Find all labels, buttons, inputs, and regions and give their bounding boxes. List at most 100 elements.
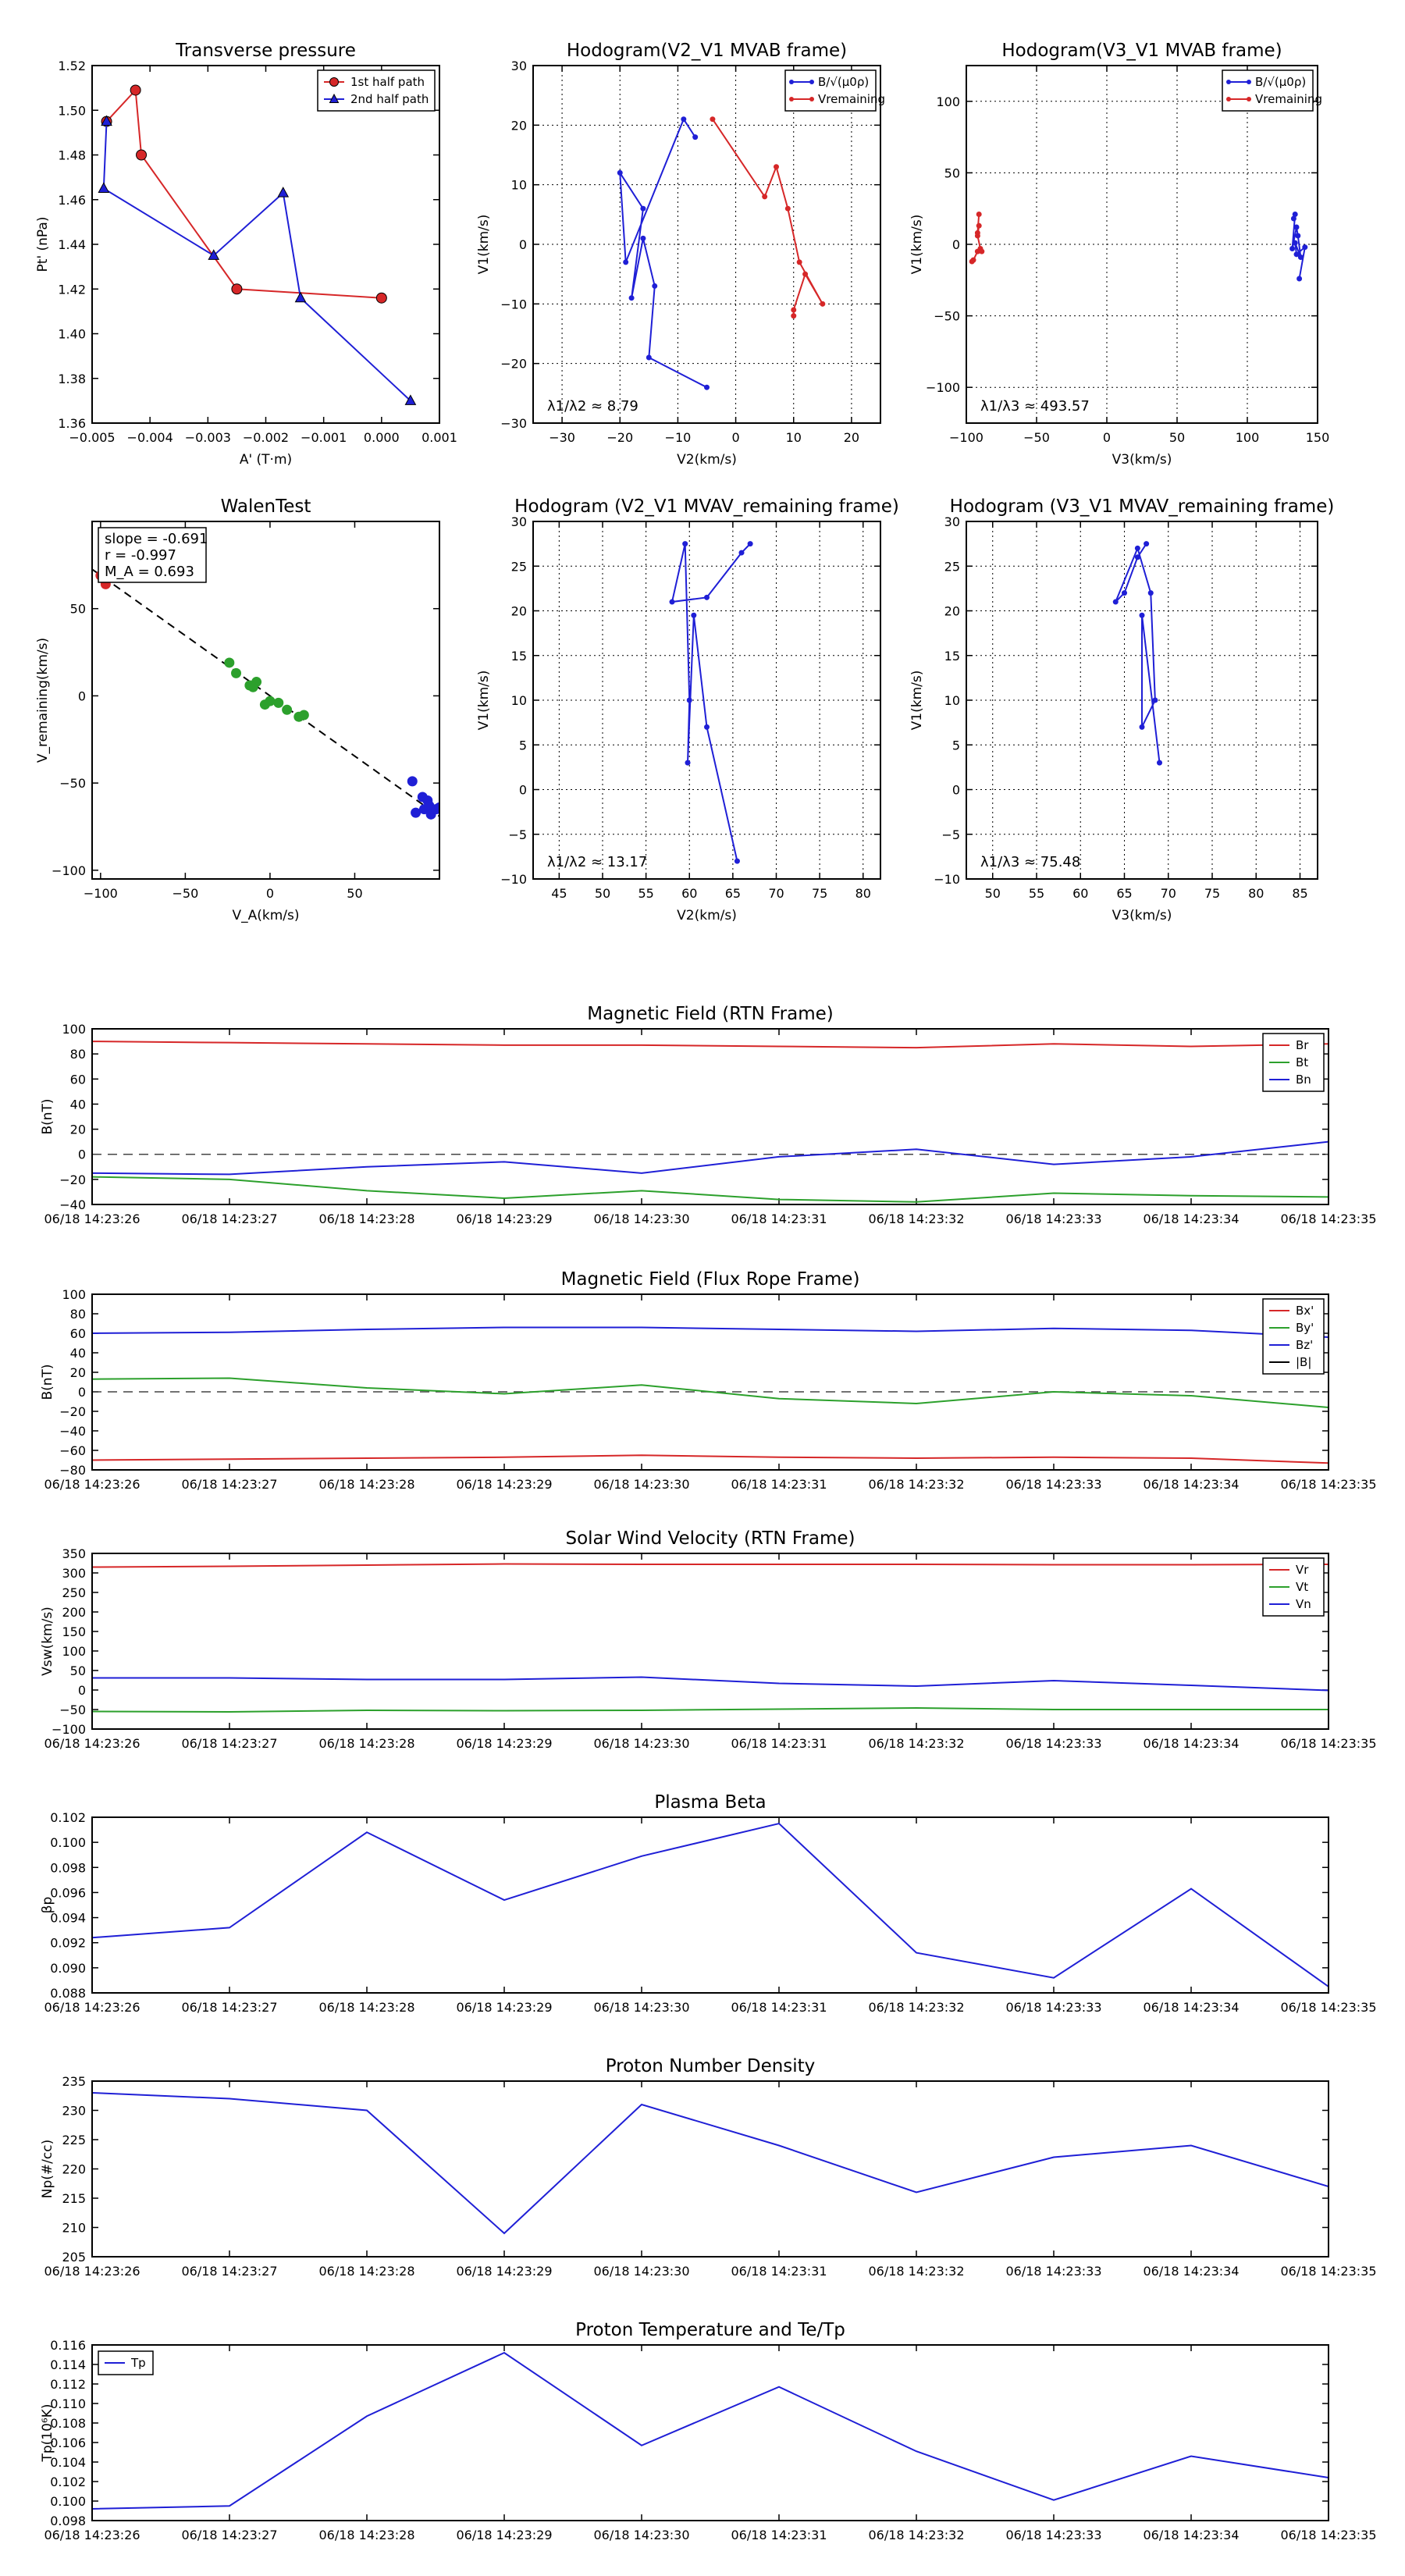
x-tick-label: 06/18 14:23:33 (1005, 2528, 1101, 2542)
y-tick-label: 30 (944, 514, 960, 529)
x-tick-label: 65 (725, 886, 741, 901)
series-green-point (273, 697, 284, 708)
series-blue-point (1112, 599, 1119, 605)
y-tick-label: 250 (62, 1585, 86, 1600)
series-blue-point (411, 807, 422, 818)
series-b-0--point (692, 134, 699, 141)
y-axis-label: V1(km/s) (909, 215, 925, 275)
series-1st-half-path-point (375, 292, 387, 304)
x-axis-label: A' (T·m) (240, 452, 292, 468)
legend-label: Bt (1296, 1055, 1308, 1069)
series-b-0--point (1302, 244, 1308, 251)
x-tick-label: 06/18 14:23:33 (1005, 1477, 1101, 1492)
x-tick-label: 06/18 14:23:31 (731, 2264, 827, 2279)
series-blue-point (704, 594, 710, 600)
legend-label: B/√(μ0ρ) (818, 75, 869, 89)
y-tick-label: −10 (500, 297, 527, 311)
x-tick-label: 06/18 14:23:32 (868, 1212, 964, 1226)
y-tick-label: 0.102 (50, 2475, 86, 2489)
x-tick-label: 06/18 14:23:29 (456, 1736, 552, 1751)
series-green-point (231, 667, 242, 678)
x-tick-label: 06/18 14:23:26 (44, 1736, 140, 1751)
series-b-0--point (1293, 224, 1300, 230)
legend-label: Tp (130, 2356, 146, 2370)
x-tick-label: 06/18 14:23:30 (593, 2264, 689, 2279)
eigenvalue-ratio-annotation: λ1/λ2 ≈ 13.17 (547, 854, 647, 870)
series-b-0--line (1291, 214, 1307, 279)
x-tick-label: −100 (949, 430, 984, 445)
y-tick-label: 60 (70, 1326, 86, 1341)
chart-title: Hodogram(V3_V1 MVAB frame) (1001, 41, 1282, 61)
x-axis-label: V3(km/s) (1112, 908, 1172, 923)
series-vremaining-point (976, 212, 982, 218)
plot-area (617, 116, 826, 390)
x-tick-label: 06/18 14:23:29 (456, 1477, 552, 1492)
plot-area (1112, 541, 1162, 766)
legend-marker (809, 80, 814, 84)
y-tick-label: −5 (508, 827, 527, 842)
x-tick-label: 06/18 14:23:35 (1280, 1736, 1376, 1751)
series-blue-point (1152, 697, 1158, 703)
y-tick-label: 40 (70, 1346, 86, 1361)
x-tick-label: 06/18 14:23:31 (731, 1212, 827, 1226)
series-2nd-half-path-point (208, 249, 220, 260)
series-1st-half-path-point (136, 149, 148, 161)
eigenvalue-ratio-annotation: λ1/λ3 ≈ 493.57 (980, 398, 1090, 415)
y-tick-label: 300 (62, 1566, 86, 1581)
chart-hodo3: Hodogram (V2_V1 MVAV_remaining frame) −10… (476, 496, 899, 923)
series-blue-point (1147, 590, 1154, 596)
y-tick-label: 40 (70, 1097, 86, 1112)
series-by--line (92, 1377, 1329, 1408)
y-tick-label: 230 (62, 2104, 86, 2119)
plot-area (92, 1822, 1329, 1987)
y-tick-label: 1.36 (58, 416, 86, 431)
y-tick-label: 15 (944, 649, 960, 664)
x-tick-label: −100 (84, 886, 118, 901)
y-tick-label: 215 (62, 2191, 86, 2206)
x-tick-label: 06/18 14:23:33 (1005, 2264, 1101, 2279)
stats-text: slope = -0.691 (105, 531, 208, 547)
y-tick-label: 0.094 (50, 1911, 86, 1926)
x-tick-label: 0.001 (422, 430, 457, 445)
y-tick-label: −40 (59, 1197, 86, 1212)
chart-title: Solar Wind Velocity (RTN Frame) (565, 1528, 855, 1549)
chart-mag_rtn: Magnetic Field (RTN Frame) −40 −20 0 20 40 60 8… (40, 1004, 1377, 1226)
plot-area (92, 568, 450, 820)
y-axis-label: V1(km/s) (476, 671, 492, 731)
x-tick-label: 06/18 14:23:32 (868, 1736, 964, 1751)
x-tick-label: 06/18 14:23:32 (868, 2000, 964, 2015)
x-tick-label: 0.000 (364, 430, 400, 445)
plot-area (969, 212, 1308, 282)
series-vremaining-point (762, 194, 768, 200)
x-tick-label: 06/18 14:23:35 (1280, 2000, 1376, 2015)
y-tick-label: 0.112 (50, 2377, 86, 2392)
series-b-0--point (628, 295, 635, 301)
chart-hodo2: Hodogram(V3_V1 MVAB frame) −100 −50 0 50 100 −… (909, 41, 1329, 468)
y-tick-label: 30 (511, 59, 527, 73)
y-tick-label: 15 (511, 649, 527, 664)
chart-title: Proton Temperature and Te/Tp (575, 2320, 845, 2340)
x-tick-label: 06/18 14:23:33 (1005, 1736, 1101, 1751)
series-b-0--point (1292, 212, 1298, 218)
chart-title: Plasma Beta (654, 1792, 766, 1813)
x-axis-label: V2(km/s) (677, 452, 737, 468)
chart-transverse: Transverse pressure 1.36 1.38 1.40 1.42 1.44 1… (35, 41, 457, 468)
chart-title: Transverse pressure (175, 41, 356, 61)
plot-frame (91, 2344, 1329, 2521)
x-tick-label: 75 (812, 886, 827, 901)
y-tick-label: 0 (78, 688, 86, 703)
series-blue-point (439, 799, 450, 809)
series-vremaining-line (712, 119, 823, 316)
x-tick-label: 100 (1236, 430, 1260, 445)
y-axis-label: Np(#/cc) (40, 2140, 55, 2198)
series-blue-point (734, 858, 740, 864)
x-tick-label: 65 (1116, 886, 1132, 901)
plot-frame (91, 65, 440, 424)
x-tick-label: 06/18 14:23:34 (1143, 1736, 1239, 1751)
series-blue-point (669, 599, 675, 605)
series-b-0--point (640, 205, 646, 212)
legend: Tp (98, 2350, 154, 2375)
y-tick-label: −50 (59, 1703, 86, 1717)
x-tick-label: 06/18 14:23:28 (318, 1736, 414, 1751)
series-b-0--point (1297, 276, 1303, 282)
